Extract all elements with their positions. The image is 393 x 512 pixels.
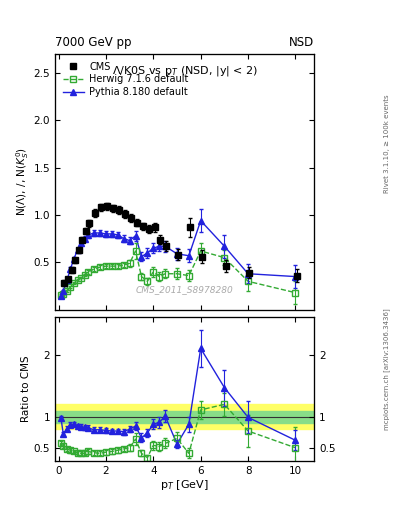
Text: 7000 GeV pp: 7000 GeV pp xyxy=(55,36,132,49)
Bar xyxy=(55,411,314,423)
Legend: CMS, Herwig 7.1.6 default, Pythia 8.180 default: CMS, Herwig 7.1.6 default, Pythia 8.180 … xyxy=(60,58,191,100)
Text: CMS_2011_S8978280: CMS_2011_S8978280 xyxy=(136,285,233,294)
Y-axis label: Ratio to CMS: Ratio to CMS xyxy=(21,356,31,422)
Text: Rivet 3.1.10, ≥ 100k events: Rivet 3.1.10, ≥ 100k events xyxy=(384,94,390,193)
Text: mcplots.cern.ch [arXiv:1306.3436]: mcplots.cern.ch [arXiv:1306.3436] xyxy=(384,308,391,430)
X-axis label: p$_T$ [GeV]: p$_T$ [GeV] xyxy=(160,478,209,493)
Bar xyxy=(55,404,314,429)
Text: NSD: NSD xyxy=(289,36,314,49)
Y-axis label: N($\Lambda$), /, N($K^0_S$): N($\Lambda$), /, N($K^0_S$) xyxy=(14,147,31,216)
Text: $\Lambda$/K0S vs p$_T$ (NSD, |y| < 2): $\Lambda$/K0S vs p$_T$ (NSD, |y| < 2) xyxy=(112,64,258,78)
